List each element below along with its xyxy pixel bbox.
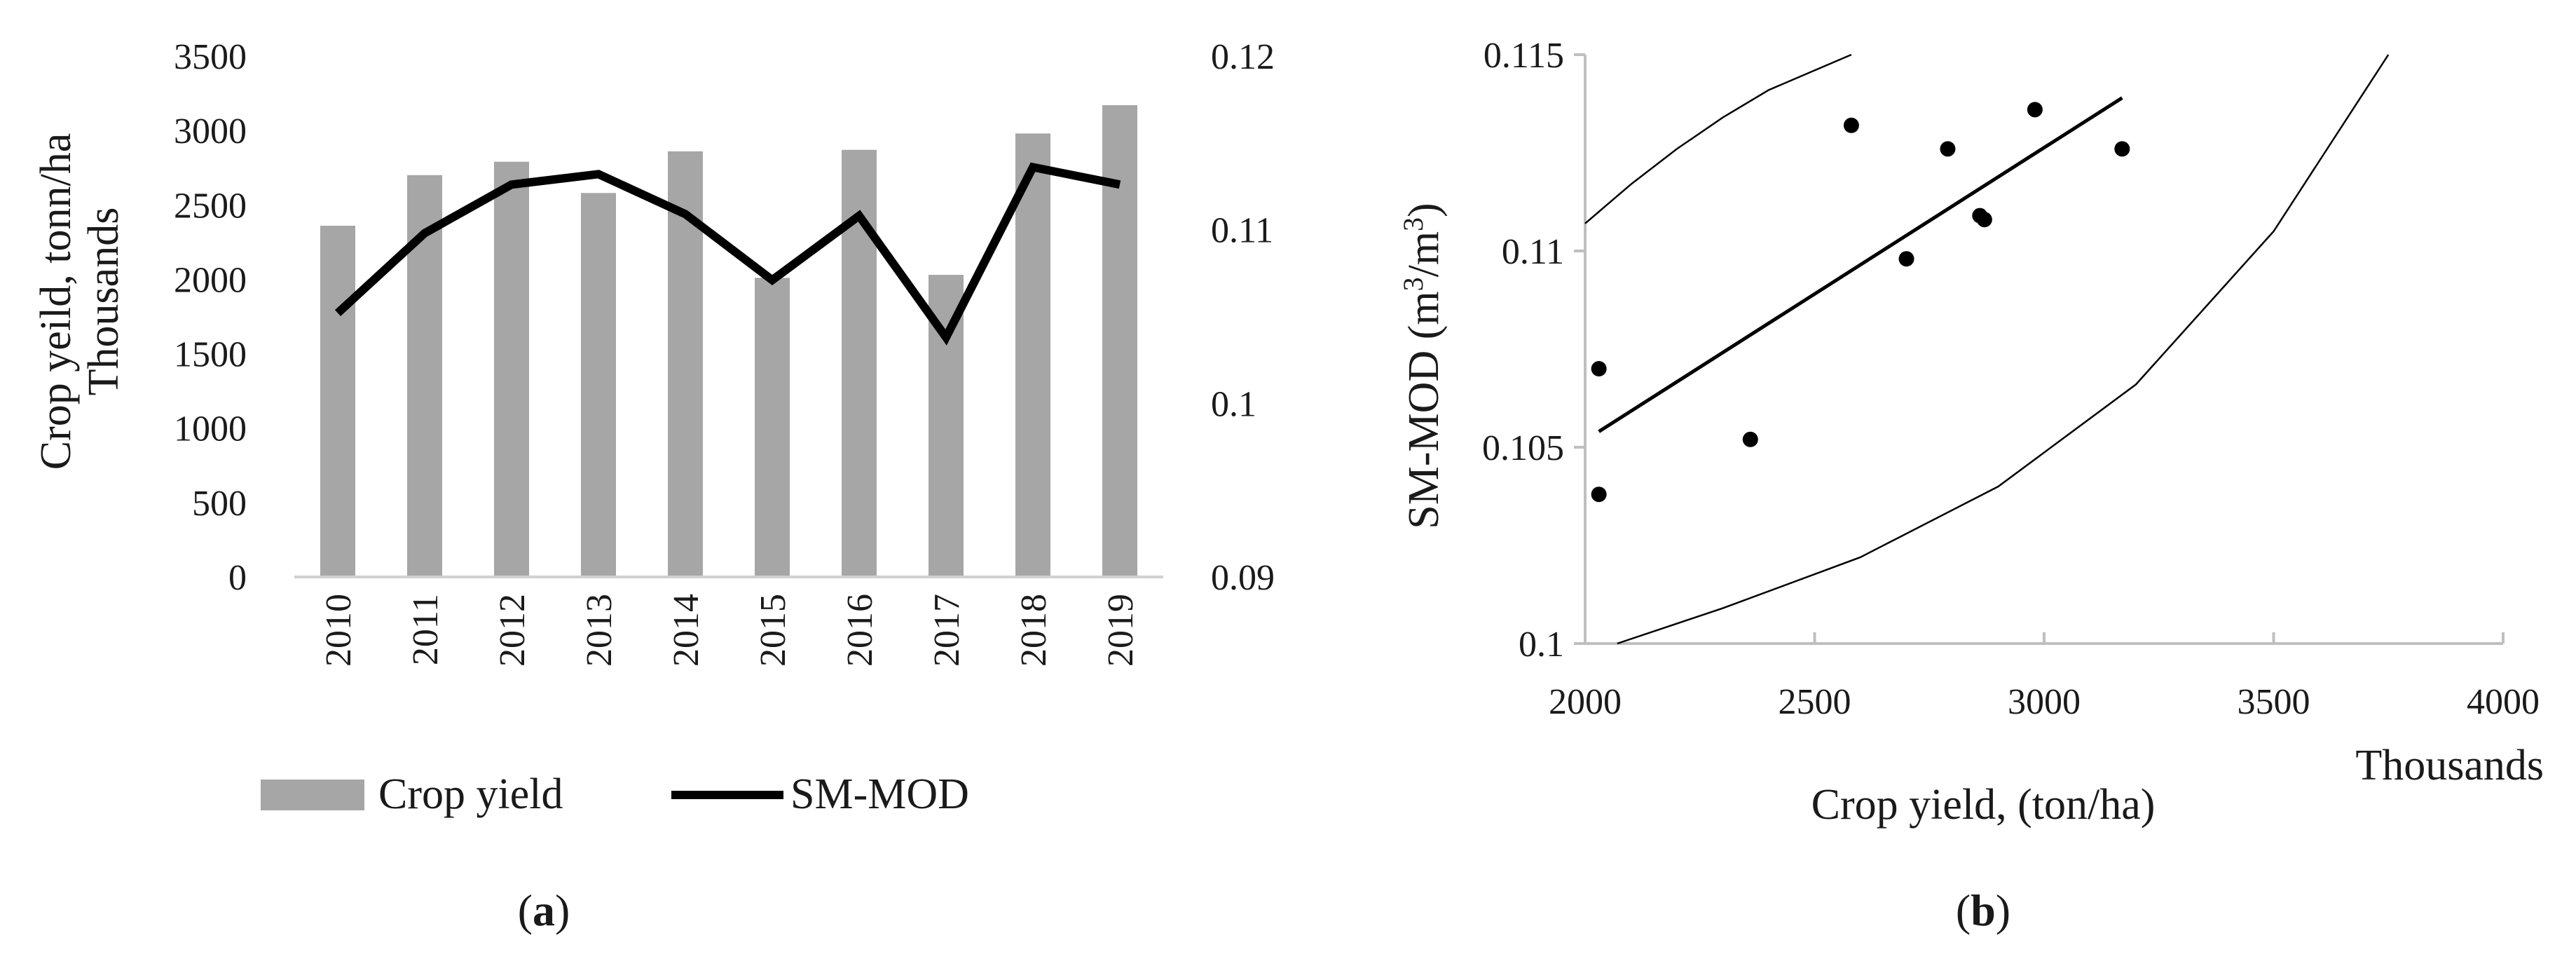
right-axis-tick-label: 0.1 (1211, 384, 1256, 424)
scatter-point (1591, 487, 1607, 503)
x-tick-label: 2500 (1779, 682, 1851, 722)
year-tick-label: 2014 (666, 594, 706, 667)
y-tick-label: 0.1 (1519, 625, 1564, 665)
left-axis-tick-label: 2000 (174, 260, 247, 300)
panel-a-y-axis-units-note: Thousands (80, 208, 128, 396)
crop-yield-bar (494, 161, 529, 578)
legend-label-crop-yield: Crop yield (378, 770, 563, 818)
crop-yield-bar (320, 226, 355, 577)
right-axis-tick-label: 0.11 (1211, 211, 1273, 251)
left-axis-tick-label: 1500 (174, 335, 247, 375)
x-tick-label: 4000 (2467, 682, 2540, 722)
scatter-point (2027, 102, 2043, 118)
year-tick-label: 2013 (580, 594, 619, 667)
panel-b-lower-confidence-curve (1617, 54, 2390, 645)
year-tick-label: 2016 (840, 594, 880, 667)
legend-swatch-crop-yield (261, 780, 364, 810)
left-axis-tick-label: 1000 (174, 409, 247, 449)
year-tick-label: 2019 (1101, 594, 1141, 667)
left-axis-tick-label: 3500 (174, 37, 247, 77)
scatter-point (1591, 361, 1607, 376)
year-tick-label: 2015 (753, 594, 793, 667)
scatter-point (1976, 212, 1992, 228)
panel-b-regression-line (1598, 96, 2123, 433)
panel-b-y-axis-title: SM-MOD (m3/m3) (1397, 203, 1448, 529)
scatter-point (1898, 251, 1914, 267)
right-axis-tick-label: 0.09 (1211, 558, 1275, 598)
left-axis-tick-label: 0 (228, 558, 247, 598)
panel-b-chart: 0.1 0.105 0.11 0.115 2000 2500 3000 3500 4000 S… (1397, 36, 2544, 935)
legend-label-sm-mod: SM-MOD (790, 770, 969, 818)
panel-b-x-tick-labels: 2000 2500 3000 3500 4000 (1549, 682, 2540, 722)
panel-b-y-tick-labels: 0.1 0.105 0.11 0.115 (1482, 36, 1564, 665)
panel-b-x-axis-title: Crop yield, (ton/ha) (1811, 781, 2156, 829)
crop-yield-bar (581, 193, 616, 577)
panel-a-label: (a) (518, 885, 570, 935)
panel-a-y-axis-title: Crop yeild, tonn/ha (32, 133, 80, 470)
scatter-point (1742, 431, 1758, 447)
y-tick-label: 0.115 (1484, 36, 1564, 76)
crop-yield-bar (755, 278, 790, 577)
panel-b-data-points (1591, 102, 2130, 503)
panel-a-legend: Crop yield SM-MOD (261, 770, 969, 818)
x-tick-label: 2000 (1549, 682, 1622, 722)
panel-b-tick-marks (1574, 53, 2505, 645)
scatter-point (1940, 141, 1956, 157)
panel-a-right-tick-labels: 0.09 0.1 0.11 0.12 (1211, 37, 1275, 598)
left-axis-tick-label: 3000 (174, 111, 247, 151)
year-tick-label: 2011 (406, 594, 446, 665)
scatter-point (1843, 117, 1859, 133)
panel-a-sm-mod-line (334, 162, 1121, 346)
panel-b-upper-confidence-curve (1584, 53, 1852, 224)
left-axis-tick-label: 2500 (174, 186, 247, 226)
x-tick-label: 3000 (2008, 682, 2081, 722)
right-axis-tick-label: 0.12 (1211, 37, 1275, 77)
panel-b-label: (b) (1956, 885, 2010, 935)
y-tick-label: 0.105 (1482, 428, 1564, 468)
year-tick-label: 2017 (927, 594, 967, 667)
y-tick-label: 0.11 (1502, 232, 1564, 272)
crop-yield-bar (1102, 105, 1137, 577)
panel-a-left-tick-labels: 0 500 1000 1500 2000 2500 3000 3500 (174, 37, 247, 598)
panel-b-x-axis-units-note: Thousands (2355, 742, 2544, 789)
panel-a-chart: 0 500 1000 1500 2000 2500 3000 3500 0.09 0.1 0.11… (32, 37, 1275, 935)
panel-a-bars (320, 105, 1137, 578)
year-tick-label: 2010 (319, 594, 359, 667)
year-tick-label: 2018 (1014, 594, 1054, 667)
left-axis-tick-label: 500 (192, 484, 247, 524)
x-tick-label: 3500 (2238, 682, 2310, 722)
year-tick-label: 2012 (493, 594, 533, 667)
scatter-point (2114, 141, 2130, 157)
panel-a-x-tick-labels: 2010 2011 2012 2013 2014 2015 2016 2017 2018 2019 (319, 594, 1141, 667)
crop-yield-bar (1015, 133, 1050, 578)
